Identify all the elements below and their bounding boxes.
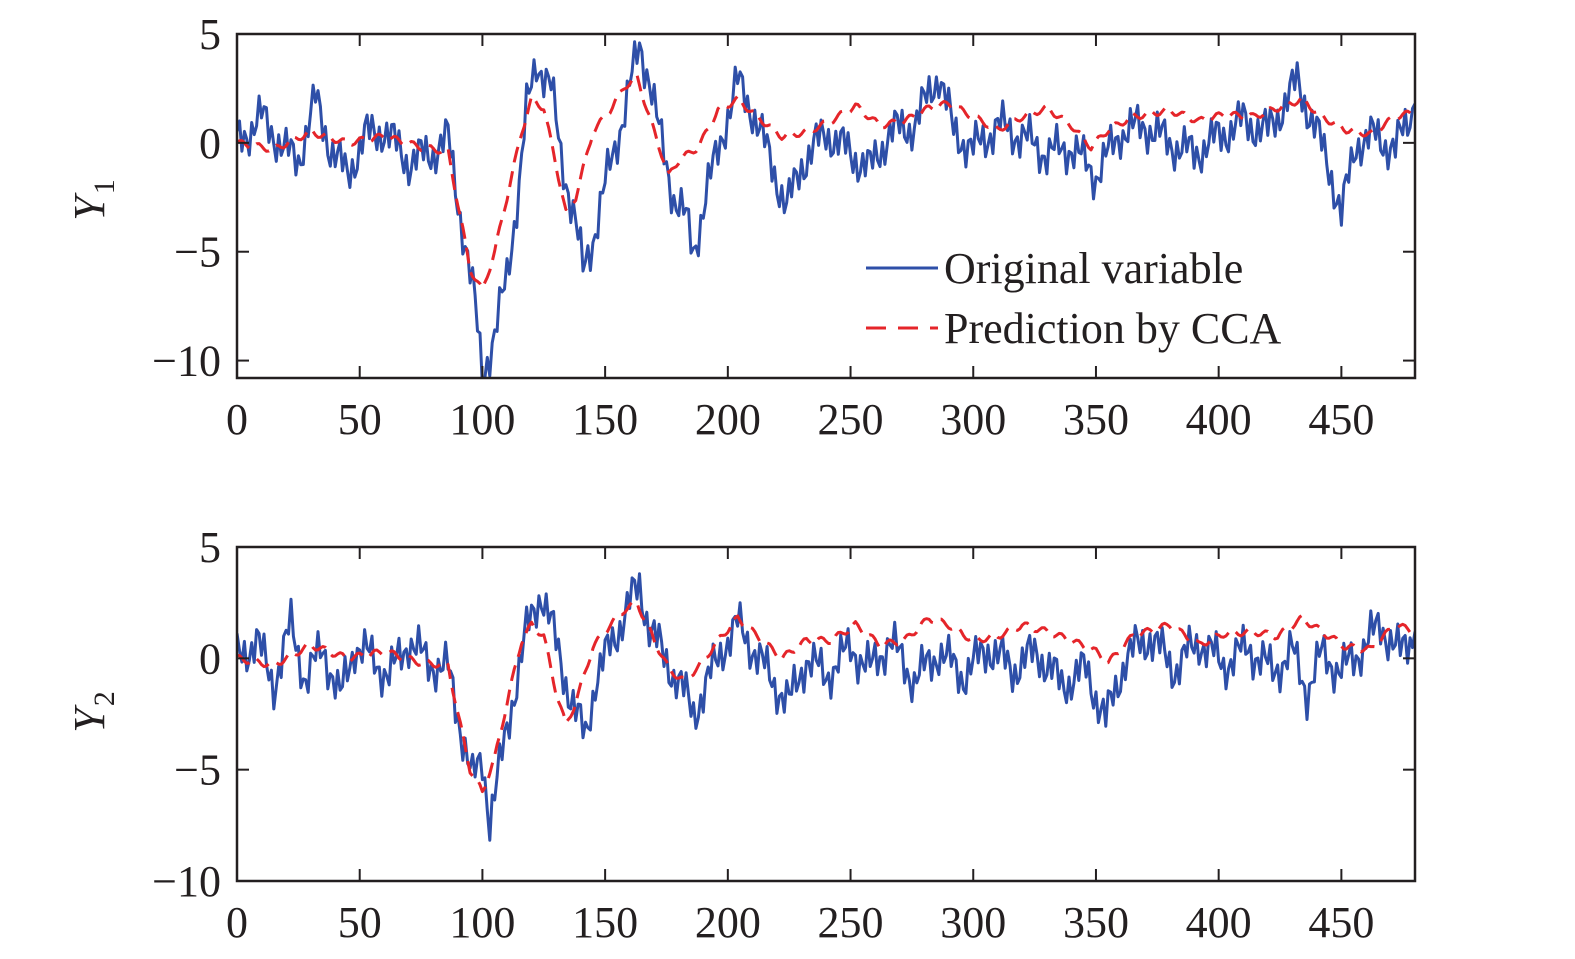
prediction-cca-line-panel-1 (237, 73, 1415, 290)
x-tick-label: 0 (226, 898, 248, 947)
legend-label: Original variable (944, 244, 1243, 293)
y-tick-label: 0 (199, 634, 221, 683)
x-tick-label: 350 (1063, 898, 1129, 947)
prediction-cca-line-panel-2 (237, 600, 1415, 794)
legend-label: Prediction by CCA (944, 304, 1282, 353)
x-tick-label: 350 (1063, 395, 1129, 444)
x-tick-label: 100 (449, 898, 515, 947)
y-axis-label: Y2 (65, 691, 121, 732)
x-tick-label: 300 (940, 395, 1006, 444)
y-tick-label: −10 (152, 857, 221, 906)
x-tick-label: 50 (338, 395, 382, 444)
y-tick-label: 0 (199, 119, 221, 168)
plot-frame (235, 545, 1417, 883)
original-variable-line-panel-2 (237, 572, 1415, 842)
legend: Original variable Prediction by CCA (866, 244, 1282, 353)
x-tick-label: 200 (695, 395, 761, 444)
x-tick-label: 0 (226, 395, 248, 444)
x-tick-label: 100 (449, 395, 515, 444)
x-tick-label: 300 (940, 898, 1006, 947)
y-tick-label: 5 (199, 523, 221, 572)
y-tick-label: −5 (174, 228, 221, 277)
x-tick-label: 250 (818, 395, 884, 444)
x-tick-label: 150 (572, 395, 638, 444)
x-tick-label: 400 (1186, 395, 1252, 444)
x-tick-label: 400 (1186, 898, 1252, 947)
y-tick-label: 5 (199, 10, 221, 59)
x-tick-label: 200 (695, 898, 761, 947)
x-tick-label: 250 (818, 898, 884, 947)
x-tick-label: 150 (572, 898, 638, 947)
plot-frame (235, 32, 1417, 380)
y-tick-label: −5 (174, 746, 221, 795)
y-tick-label: −10 (152, 337, 221, 386)
x-tick-label: 50 (338, 898, 382, 947)
x-tick-label: 450 (1308, 898, 1374, 947)
y-axis-label: Y1 (65, 179, 121, 220)
x-tick-label: 450 (1308, 395, 1374, 444)
